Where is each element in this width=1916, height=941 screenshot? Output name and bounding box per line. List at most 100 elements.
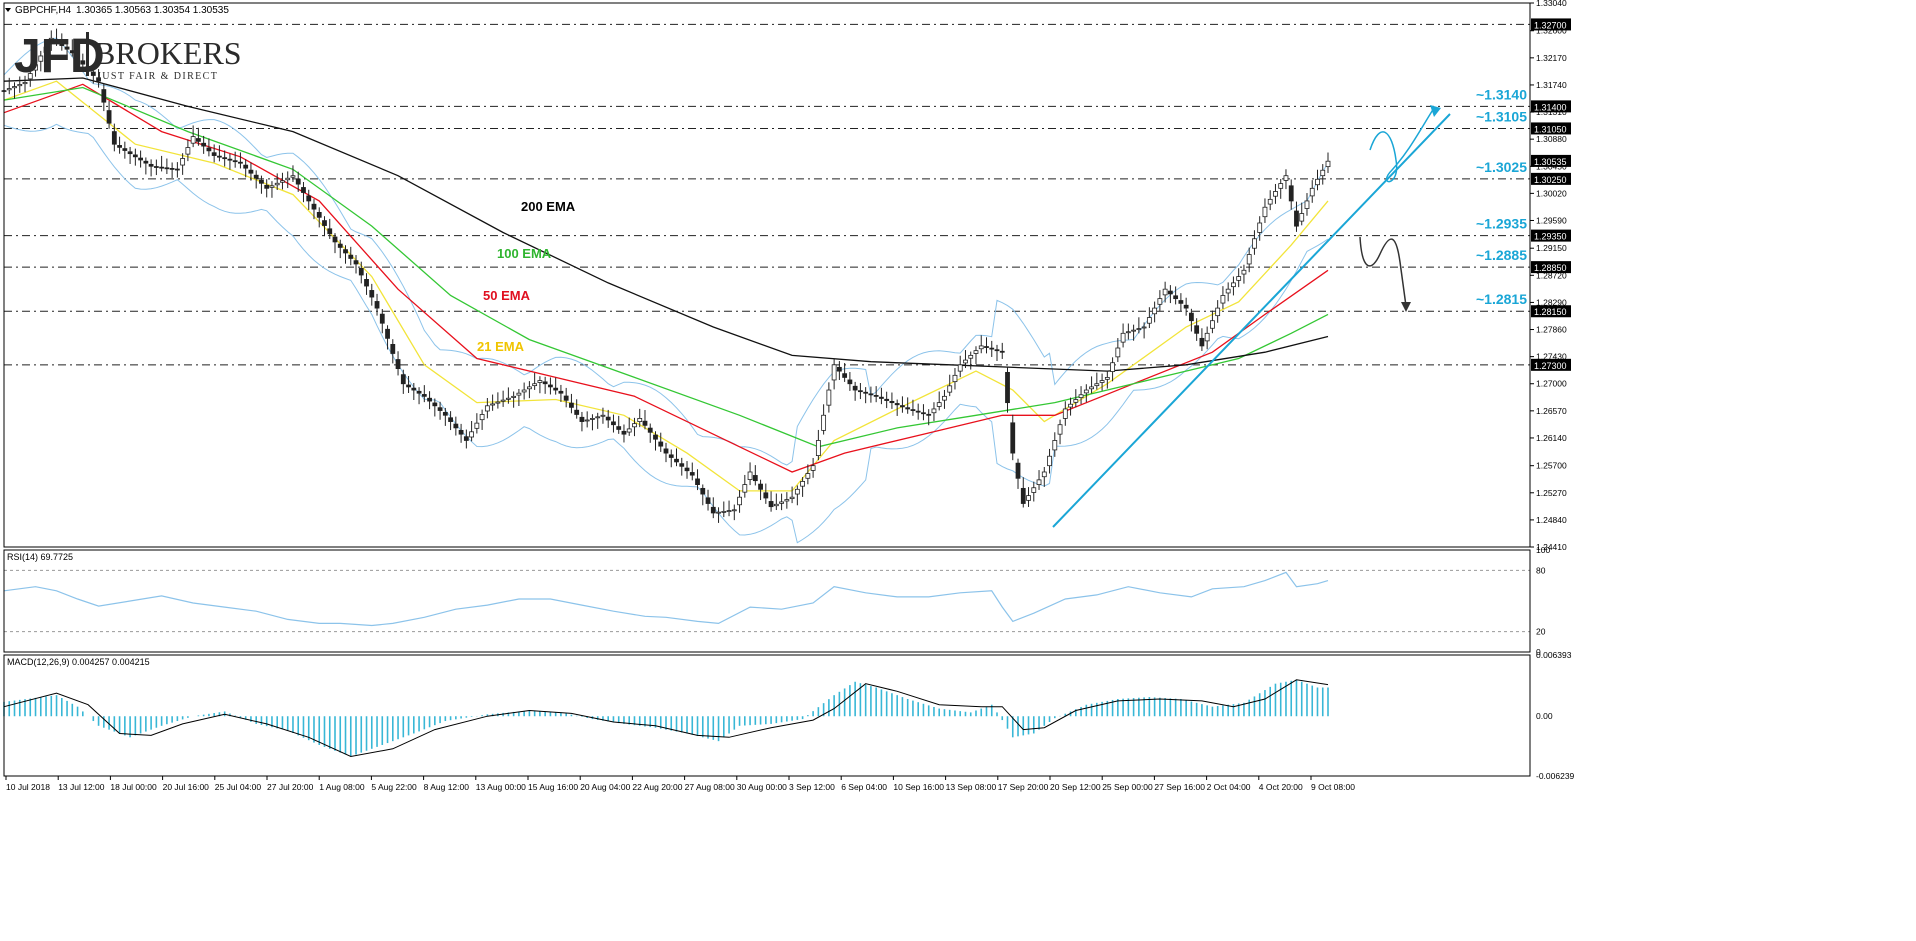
candle-body (484, 405, 490, 412)
price-axis-label: 1.27860 (1536, 325, 1567, 335)
candle-body (395, 359, 401, 370)
candle-body (658, 441, 664, 447)
candle-body (1110, 362, 1115, 372)
bearish-projection-path (1359, 236, 1407, 307)
candle-body (442, 412, 448, 416)
candle-body (926, 413, 932, 416)
ema-line-200 (3, 77, 1329, 372)
candle-body (847, 379, 853, 385)
candle-body (1120, 332, 1126, 343)
candle-body (38, 55, 44, 62)
current-price-tag: 1.30535 (1531, 154, 1571, 167)
time-axis-label: 10 Sep 16:00 (893, 782, 944, 792)
candle-body (111, 131, 117, 145)
candle-body (710, 506, 716, 514)
candle-body (295, 178, 301, 185)
candle-body (322, 220, 327, 226)
candle-body (689, 472, 695, 476)
price-axis-label: 1.29590 (1536, 215, 1567, 225)
candle-body (842, 373, 848, 378)
candle-body (1031, 487, 1037, 493)
candle-body (947, 385, 953, 393)
price-axis-label: 1.28290 (1536, 297, 1567, 307)
candle-body (910, 409, 916, 411)
time-axis-label: 13 Aug 00:00 (476, 782, 526, 792)
candle-body (784, 499, 790, 502)
candle-body (700, 487, 706, 495)
candle-body (1104, 377, 1110, 380)
candle-body (458, 429, 464, 435)
candle-body (1278, 183, 1284, 189)
candle-body (64, 46, 70, 50)
level-tag-bg (1531, 305, 1571, 318)
price-axis-label: 1.30020 (1536, 188, 1567, 198)
logo-divider (86, 32, 89, 76)
candle-body (1162, 288, 1168, 296)
candle-body (1215, 307, 1221, 317)
price-axis-label: 1.27000 (1536, 379, 1567, 389)
candle-body (579, 416, 585, 422)
candle-body (379, 313, 385, 324)
time-axis-label: 2 Oct 04:00 (1207, 782, 1251, 792)
candle-body (852, 385, 858, 391)
candle-body (169, 168, 175, 170)
candle-body (505, 397, 511, 400)
candle-body (994, 349, 1000, 352)
arrow-up-icon (1430, 105, 1441, 117)
candle-body (968, 354, 974, 359)
candle-body (905, 407, 911, 410)
candle-body (1315, 178, 1320, 186)
candle-body (516, 392, 522, 396)
candle-body (721, 510, 727, 513)
candle-body (106, 110, 112, 124)
candle-body (69, 50, 75, 54)
candle-body (532, 383, 538, 387)
level-tag-text: 1.30250 (1534, 175, 1567, 185)
candle-body (1020, 487, 1026, 504)
candle-body (1010, 422, 1016, 454)
triangle-down-icon[interactable] (5, 8, 11, 12)
candle-body (96, 77, 101, 82)
time-axis-label: 13 Sep 08:00 (946, 782, 997, 792)
candle-body (800, 481, 806, 487)
candle-body (206, 147, 212, 152)
candle-body (542, 381, 548, 385)
candle-body (463, 436, 469, 441)
candle-body (863, 391, 869, 394)
candle-body (474, 422, 480, 429)
candle-body (836, 366, 842, 372)
candle-body (963, 359, 968, 364)
candle-body (243, 164, 249, 169)
rsi-pane-frame (3, 549, 1531, 653)
level-tag-bg (1531, 229, 1571, 242)
candle-body (211, 152, 217, 156)
time-axis-label: 20 Sep 12:00 (1050, 782, 1101, 792)
level-label: ~1.3025 (1476, 159, 1527, 175)
time-axis-label: 9 Oct 08:00 (1311, 782, 1355, 792)
rsi-axis-label: 0 (1536, 647, 1541, 657)
candle-body (1005, 371, 1010, 404)
candle-body (469, 431, 475, 438)
candle-body (411, 387, 417, 391)
candle-body (369, 290, 375, 298)
candle-body (921, 412, 926, 415)
candle-body (805, 473, 811, 479)
candle-body (238, 161, 243, 164)
bollinger-upper-band (3, 37, 1329, 466)
candle-body (290, 175, 296, 178)
candle-body (894, 403, 900, 406)
candle-body (132, 154, 138, 158)
price-axis-label: 1.25270 (1536, 488, 1567, 498)
candle-body (511, 395, 517, 398)
candle-body (1073, 399, 1079, 403)
candle-body (1062, 408, 1068, 419)
time-axis-label: 6 Sep 04:00 (841, 782, 887, 792)
bullish-projection-path (1369, 107, 1435, 183)
candle-body (584, 419, 590, 422)
candle-body (27, 73, 33, 80)
level-tag-text: 1.32700 (1534, 20, 1567, 30)
candle-body (590, 418, 595, 420)
candle-body (1089, 386, 1094, 390)
candle-body (537, 380, 543, 383)
